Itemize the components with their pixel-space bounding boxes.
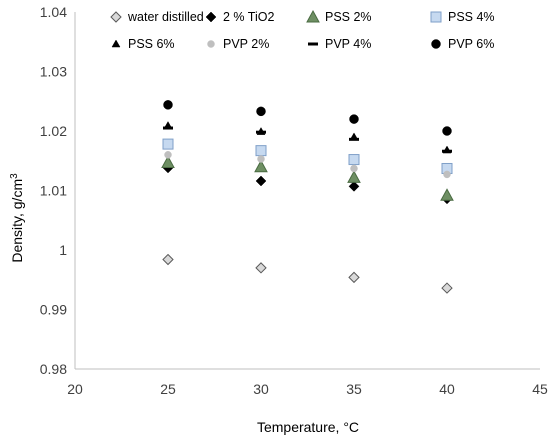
legend-item: PVP 6% xyxy=(431,37,494,51)
legend-label: water distilled xyxy=(127,10,204,24)
legend-marker xyxy=(207,40,215,48)
data-point xyxy=(255,262,267,274)
legend-item: 2 % TiO2 xyxy=(205,10,274,24)
y-tick-label: 0.99 xyxy=(40,302,67,318)
data-point xyxy=(347,170,361,183)
legend-marker xyxy=(110,11,122,23)
legend-item: water distilled xyxy=(110,10,204,24)
y-axis-title: Density, g/cm3 xyxy=(9,173,25,263)
y-tick-label: 1 xyxy=(59,242,67,258)
data-point xyxy=(163,126,173,130)
data-point xyxy=(349,137,359,141)
legend-marker xyxy=(306,9,320,23)
data-point xyxy=(254,159,268,173)
legend-label: PVP 4% xyxy=(325,37,371,51)
x-tick-label: 20 xyxy=(67,381,83,397)
data-points xyxy=(161,100,454,294)
data-point xyxy=(349,114,359,124)
data-point xyxy=(348,154,360,166)
data-point xyxy=(348,271,360,284)
x-tick-label: 40 xyxy=(439,381,455,397)
data-point xyxy=(350,164,358,173)
legend: water distilled 2 % TiO2 PSS 2% PSS 4% PSS 6… xyxy=(110,9,495,51)
data-point xyxy=(440,188,454,201)
y-tick-label: 1.03 xyxy=(40,64,67,80)
y-tick-label: 1.02 xyxy=(40,123,67,139)
data-point xyxy=(256,106,266,117)
y-tick-label: 1.01 xyxy=(40,183,67,199)
data-point xyxy=(162,138,174,150)
legend-item: PSS 6% xyxy=(111,37,175,51)
x-tick-label: 35 xyxy=(346,381,362,397)
data-point xyxy=(163,100,173,110)
data-point xyxy=(348,180,360,192)
y-tick-label: 0.98 xyxy=(40,361,67,377)
x-axis-title: Temperature, °C xyxy=(257,419,359,435)
legend-marker xyxy=(430,11,442,23)
x-tick-label: 45 xyxy=(532,381,548,397)
legend-marker xyxy=(431,39,441,49)
legend-item: PVP 2% xyxy=(207,37,269,51)
data-point xyxy=(443,170,451,179)
data-point xyxy=(256,130,266,134)
legend-item: PSS 4% xyxy=(430,10,495,24)
legend-label: 2 % TiO2 xyxy=(223,10,274,24)
legend-label: PSS 4% xyxy=(448,10,495,24)
legend-item: PVP 4% xyxy=(308,37,371,51)
legend-label: PVP 6% xyxy=(448,37,494,51)
legend-label: PSS 2% xyxy=(325,10,372,24)
data-point xyxy=(161,155,175,169)
data-point xyxy=(255,145,267,157)
tick-labels: 0.98 0.99 1 1.01 1.02 1.03 1.04 20 25 30 35 40 45 xyxy=(40,4,548,397)
x-tick-label: 30 xyxy=(253,381,269,397)
data-point xyxy=(257,155,265,163)
legend-marker xyxy=(111,39,121,48)
data-point xyxy=(442,126,452,136)
legend-label: PSS 6% xyxy=(128,37,175,51)
axes xyxy=(74,12,540,370)
data-point xyxy=(442,149,452,153)
legend-item: PSS 2% xyxy=(306,9,372,24)
data-point xyxy=(255,175,267,187)
legend-marker xyxy=(308,42,318,46)
legend-label: PVP 2% xyxy=(223,37,269,51)
y-tick-label: 1.04 xyxy=(40,4,67,20)
x-tick-label: 25 xyxy=(160,381,176,397)
data-point xyxy=(441,282,453,294)
data-point xyxy=(162,253,174,266)
legend-marker xyxy=(205,11,217,23)
data-point xyxy=(164,151,172,159)
